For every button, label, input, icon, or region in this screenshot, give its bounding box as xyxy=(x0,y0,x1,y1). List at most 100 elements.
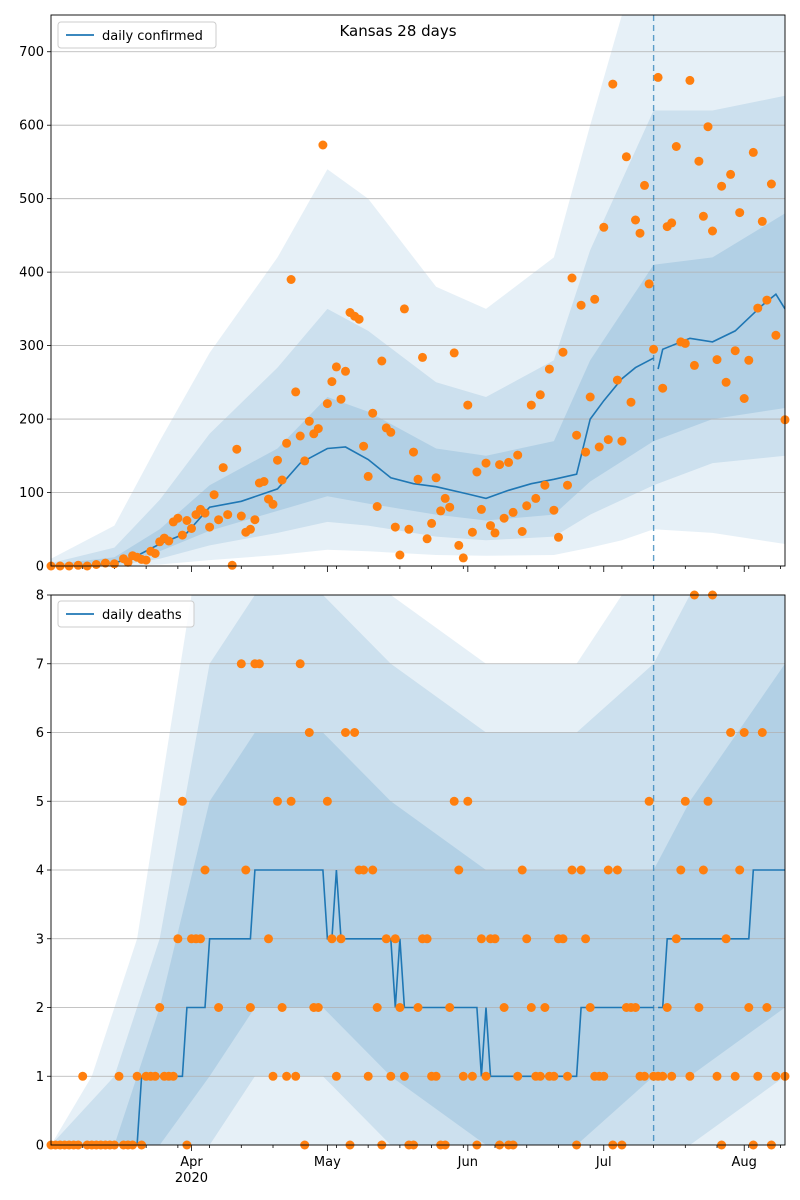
data-point xyxy=(517,865,527,875)
data-point xyxy=(721,934,731,944)
data-point xyxy=(712,355,722,365)
data-point xyxy=(603,865,613,875)
data-point xyxy=(766,179,776,189)
data-point xyxy=(608,79,618,89)
data-point xyxy=(463,796,473,806)
data-point xyxy=(585,1003,595,1012)
data-point xyxy=(168,1071,178,1081)
data-point xyxy=(535,390,545,400)
data-point xyxy=(304,728,314,737)
data-point xyxy=(386,1071,396,1081)
y-tick-label: 8 xyxy=(36,589,44,604)
data-point xyxy=(150,1071,160,1081)
data-point xyxy=(399,304,409,314)
data-point xyxy=(155,1003,165,1012)
data-point xyxy=(390,522,400,532)
data-point xyxy=(227,560,237,570)
data-point xyxy=(381,934,391,944)
data-point xyxy=(671,142,681,151)
data-point xyxy=(350,728,360,737)
data-point xyxy=(436,506,446,516)
data-point xyxy=(594,442,604,452)
data-point xyxy=(259,477,269,486)
data-point xyxy=(617,436,627,446)
data-point xyxy=(540,1003,550,1012)
data-point xyxy=(667,1071,677,1081)
legend-confirmed: daily confirmed xyxy=(57,21,217,49)
data-point xyxy=(649,344,659,354)
data-point xyxy=(295,431,305,441)
y-tick-label: 400 xyxy=(19,266,44,281)
data-point xyxy=(517,527,527,536)
legend-deaths: daily deaths xyxy=(57,600,195,628)
y-tick-label: 600 xyxy=(19,119,44,134)
data-point xyxy=(304,416,314,426)
data-point xyxy=(549,505,559,515)
data-point xyxy=(372,502,382,511)
data-point xyxy=(486,521,495,531)
data-point xyxy=(463,400,473,410)
data-point xyxy=(703,796,713,806)
data-point xyxy=(549,1071,559,1081)
data-point xyxy=(177,796,187,806)
y-tick-label: 5 xyxy=(36,795,44,810)
data-point xyxy=(499,513,509,523)
data-point xyxy=(585,392,595,402)
data-point xyxy=(209,490,219,500)
data-point xyxy=(413,474,423,484)
data-point xyxy=(327,934,337,944)
y-tick-label: 3 xyxy=(36,932,44,947)
data-point xyxy=(771,330,781,340)
data-point xyxy=(440,493,450,503)
data-point xyxy=(109,559,119,569)
data-point xyxy=(703,122,713,132)
data-point xyxy=(744,1003,754,1012)
data-point xyxy=(205,522,215,532)
data-point xyxy=(662,1003,672,1012)
data-point xyxy=(644,279,654,289)
data-point xyxy=(431,1071,441,1081)
data-point xyxy=(721,377,731,387)
data-point xyxy=(694,156,704,166)
data-point xyxy=(680,796,690,806)
data-point xyxy=(558,347,568,357)
data-point xyxy=(458,1071,468,1081)
data-point xyxy=(291,387,301,397)
data-point xyxy=(531,493,541,503)
data-point xyxy=(363,471,373,481)
series-line-observed xyxy=(51,869,654,1145)
data-point xyxy=(313,1003,323,1012)
data-point xyxy=(635,228,645,238)
x-year-label: 2020 xyxy=(175,1171,208,1186)
data-point xyxy=(454,865,464,875)
data-point xyxy=(78,1071,88,1081)
data-point xyxy=(612,375,622,385)
data-point xyxy=(490,934,500,944)
data-point xyxy=(354,314,364,324)
data-point xyxy=(717,181,727,191)
data-point xyxy=(472,467,482,477)
data-point xyxy=(563,480,572,490)
data-point xyxy=(313,424,323,434)
data-point xyxy=(558,934,568,944)
data-point xyxy=(236,511,246,521)
data-point xyxy=(327,377,337,387)
data-point xyxy=(341,366,350,376)
data-point xyxy=(445,1003,455,1012)
plot-frame xyxy=(50,594,786,1146)
series-line-forecast xyxy=(658,869,785,1009)
data-point xyxy=(395,1003,405,1012)
data-point xyxy=(753,1071,763,1081)
data-point xyxy=(726,728,736,737)
data-point xyxy=(422,934,432,944)
deaths-panel: 0 1 2 3 4 5 6 7 8 Apr May Jun Jul Aug 2020 xyxy=(36,589,790,1186)
data-point xyxy=(445,502,455,512)
data-point xyxy=(264,934,273,944)
data-point xyxy=(449,348,459,358)
data-point xyxy=(581,447,591,457)
data-point xyxy=(114,1071,124,1081)
data-point xyxy=(599,1071,609,1081)
data-point xyxy=(232,444,242,454)
data-point xyxy=(685,1071,695,1081)
